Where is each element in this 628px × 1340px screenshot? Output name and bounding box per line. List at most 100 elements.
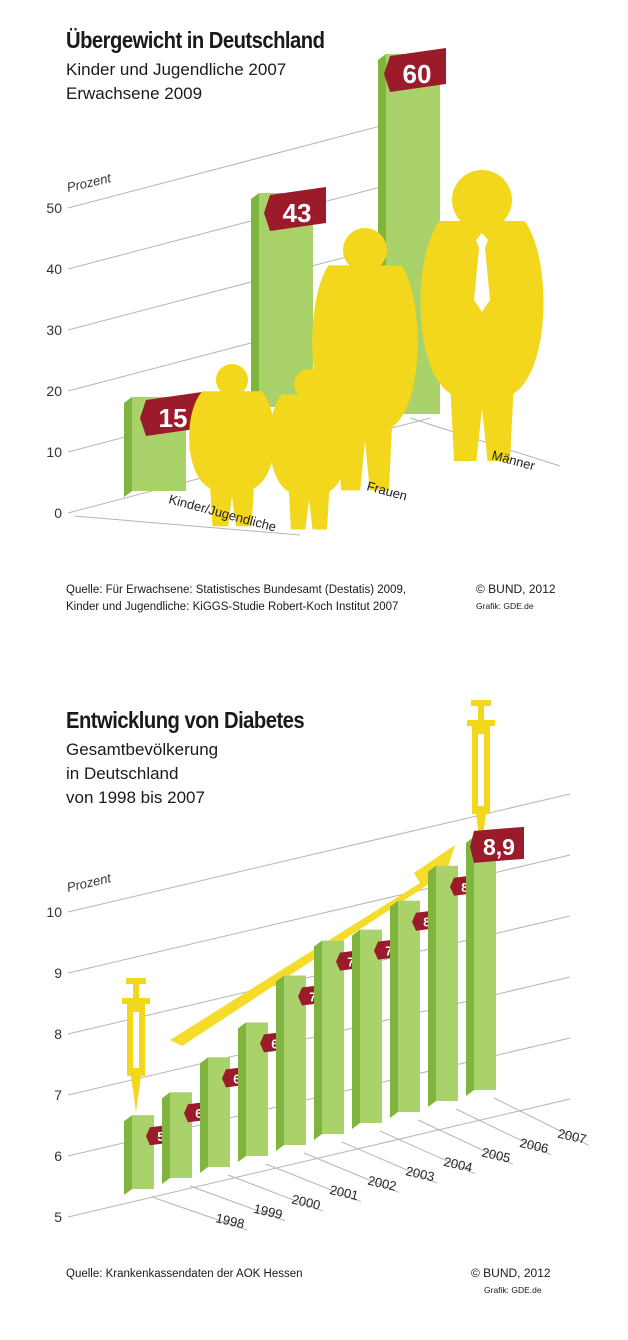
figure-head — [216, 364, 248, 396]
y-tick-label: 9 — [54, 965, 62, 981]
person-silhouette-icon — [189, 364, 275, 527]
gridline — [67, 173, 431, 270]
chart1-source-line-2: Kinder und Jugendliche: KiGGS-Studie Rob… — [66, 601, 399, 613]
y-tick-label: 10 — [46, 904, 62, 920]
bar — [132, 1115, 154, 1189]
y-tick-label: 30 — [46, 322, 62, 338]
floor-line — [341, 1141, 438, 1184]
category-label: 2003 — [404, 1163, 436, 1184]
syringe-grip — [122, 998, 150, 1004]
syringe-rod — [478, 706, 484, 720]
category-label: 2001 — [328, 1182, 360, 1203]
y-tick-label: 6 — [54, 1148, 62, 1164]
syringe-window — [478, 734, 484, 806]
figure-body — [269, 394, 349, 530]
person-silhouette-icon — [420, 170, 544, 461]
category-label: 2000 — [290, 1192, 322, 1213]
category-label: 2002 — [366, 1173, 398, 1194]
y-tick-label: 5 — [54, 1209, 62, 1225]
tie-icon — [474, 233, 490, 312]
y-tick-label: 8 — [54, 1026, 62, 1042]
floor-line — [409, 417, 561, 467]
bar — [474, 836, 496, 1090]
person-silhouette-icon — [312, 228, 418, 491]
figure-head — [343, 228, 387, 272]
bar-side — [390, 900, 398, 1118]
value-label-bg — [384, 48, 446, 92]
chart2-source: Quelle: Krankenkassendaten der AOK Hesse… — [66, 1268, 303, 1280]
chart1-subtitle-line-1: Kinder und Jugendliche 2007 — [66, 60, 287, 79]
chart2-subtitle-line-2: in Deutschland — [66, 764, 179, 783]
bar-side — [352, 929, 360, 1129]
syringe-plunger — [471, 700, 491, 706]
syringe-needle — [131, 1076, 141, 1112]
value-label: 8,9 — [483, 834, 515, 860]
floor-line — [417, 1119, 514, 1165]
floor-line — [379, 1130, 476, 1175]
bar-side — [124, 397, 132, 497]
floor-line — [73, 515, 301, 536]
floor-line — [303, 1152, 400, 1193]
category-label: 1998 — [214, 1210, 246, 1231]
syringe-window — [133, 1012, 139, 1068]
floor-line — [493, 1097, 590, 1146]
chart2-copyright: © BUND, 2012 — [471, 1266, 551, 1280]
bar — [322, 940, 344, 1134]
trend-arrow-icon — [170, 845, 455, 1046]
bar-side — [314, 940, 322, 1140]
bar — [208, 1057, 230, 1167]
figure-body — [312, 265, 418, 491]
bar-side — [428, 865, 436, 1107]
y-tick-label: 10 — [46, 444, 62, 460]
syringe-grip — [467, 720, 495, 726]
floor-line — [151, 1196, 248, 1231]
value-label: 43 — [283, 198, 312, 228]
figure-body — [420, 221, 544, 461]
chart2-subtitle-line-3: von 1998 bis 2007 — [66, 788, 205, 807]
value-label-bg — [470, 826, 524, 863]
value-label-bg — [264, 187, 326, 231]
category-label: 1999 — [252, 1201, 284, 1222]
syringe-icon — [467, 700, 495, 850]
bar-side — [251, 193, 259, 413]
bar — [284, 975, 306, 1145]
bar-side — [124, 1115, 132, 1195]
chart2-subtitle-line-1: Gesamtbevölkerung — [66, 740, 219, 759]
figure-head — [452, 170, 512, 230]
y-axis-label: Prozent — [65, 870, 113, 895]
y-tick-label: 20 — [46, 383, 62, 399]
y-tick-label: 40 — [46, 261, 62, 277]
bar — [360, 929, 382, 1123]
value-label: 60 — [403, 59, 432, 89]
chart2-title: Entwicklung von Diabetes — [66, 707, 305, 733]
floor-line — [189, 1185, 286, 1222]
chart1-subtitle-line-2: Erwachsene 2009 — [66, 84, 203, 103]
chart1-plot: 01020304050Prozent154360Kinder/Jugendlic… — [46, 48, 561, 536]
chart2-grafik-credit: Grafik: GDE.de — [484, 1285, 542, 1295]
bar — [246, 1022, 268, 1156]
category-label: 2007 — [556, 1126, 588, 1147]
gridline — [67, 112, 431, 209]
bar-side — [466, 836, 474, 1096]
syringe-plunger — [126, 978, 146, 984]
syringe-rod — [133, 984, 139, 998]
bar-side — [238, 1022, 246, 1162]
value-label: 15 — [159, 403, 188, 433]
floor-line — [455, 1108, 552, 1156]
chart1-source-line-1: Quelle: Für Erwachsene: Statistisches Bu… — [66, 584, 407, 596]
floor-line — [227, 1174, 324, 1212]
figure-body — [189, 391, 275, 527]
bar-side — [162, 1092, 170, 1184]
chart1-copyright: © BUND, 2012 — [476, 582, 556, 596]
y-tick-label: 50 — [46, 200, 62, 216]
value-label-bg — [140, 392, 202, 436]
bar — [398, 900, 420, 1112]
y-tick-label: 0 — [54, 505, 62, 521]
syringe-icon — [122, 978, 150, 1112]
y-tick-label: 7 — [54, 1087, 62, 1103]
floor-line — [265, 1163, 362, 1203]
chart1-title: Übergewicht in Deutschland — [66, 27, 325, 53]
bar — [436, 865, 458, 1101]
category-label: 2004 — [442, 1154, 474, 1175]
